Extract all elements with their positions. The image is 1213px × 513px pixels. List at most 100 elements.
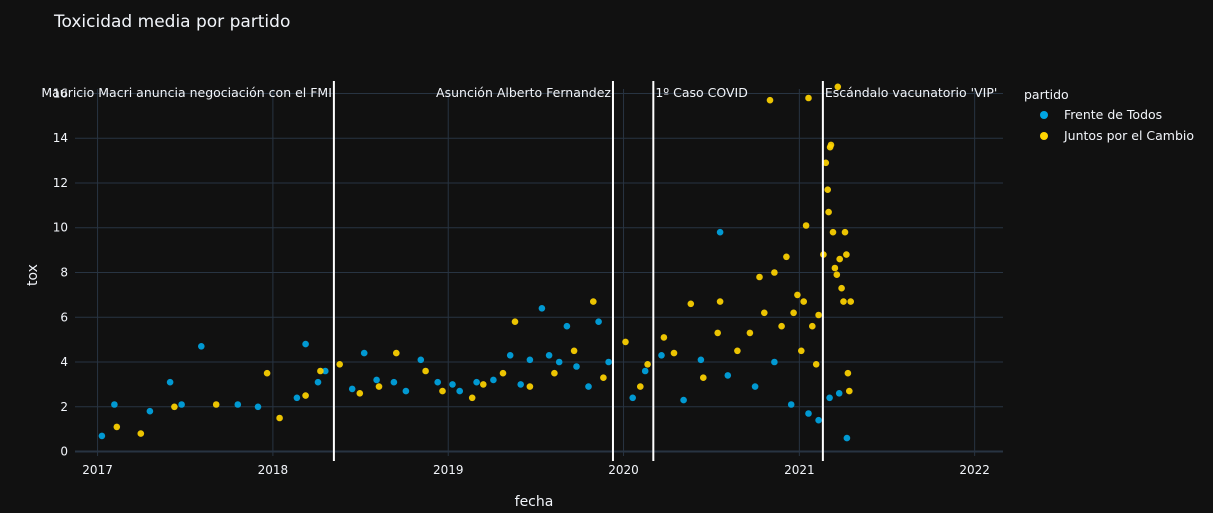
data-point — [826, 394, 833, 402]
data-point — [113, 423, 121, 431]
data-point — [146, 407, 154, 415]
data-point — [348, 385, 356, 393]
legend-label-frente-de-todos: Frente de Todos — [1064, 107, 1162, 122]
x-tick-label: 2022 — [959, 463, 990, 477]
data-point — [473, 378, 480, 386]
data-point — [824, 186, 831, 193]
data-point — [570, 347, 578, 355]
data-point — [422, 367, 429, 375]
data-point — [393, 349, 400, 357]
data-point — [538, 305, 546, 312]
data-point — [836, 255, 843, 263]
data-point — [734, 347, 741, 355]
data-point — [545, 352, 553, 359]
data-point — [809, 322, 816, 330]
y-tick-label: 4 — [60, 355, 68, 369]
data-point — [841, 228, 849, 236]
data-point — [171, 403, 178, 411]
data-point — [590, 298, 597, 305]
data-point — [629, 394, 636, 402]
data-point — [254, 403, 262, 411]
data-point — [517, 381, 524, 388]
data-point — [798, 347, 805, 355]
data-point — [637, 383, 644, 390]
data-point — [716, 228, 724, 236]
data-point — [761, 309, 768, 317]
legend-marker-frente-de-todos — [1040, 111, 1048, 119]
data-point — [595, 318, 602, 326]
data-point — [234, 401, 242, 408]
data-point — [771, 269, 778, 276]
data-point — [198, 343, 205, 350]
data-point — [843, 251, 850, 258]
data-point — [375, 383, 383, 390]
x-tick-label: 2019 — [433, 463, 464, 477]
data-point — [605, 358, 612, 366]
event-label: 1º Caso COVID — [655, 85, 748, 100]
data-point — [293, 394, 301, 402]
data-point — [805, 410, 812, 417]
event-label: Mauricio Macri anuncia negociación con e… — [41, 85, 332, 100]
data-point — [644, 361, 651, 368]
data-point — [680, 396, 687, 404]
data-point — [827, 141, 835, 149]
data-point — [111, 401, 118, 408]
data-point — [468, 394, 476, 402]
data-point — [838, 284, 845, 292]
grid — [75, 89, 1003, 456]
data-point — [766, 96, 774, 104]
data-point — [439, 387, 446, 395]
data-point — [700, 374, 707, 382]
data-point — [573, 363, 580, 370]
data-point — [790, 309, 797, 317]
data-point — [714, 329, 721, 337]
chart-title: Toxicidad media por partido — [53, 12, 290, 32]
event-label: Asunción Alberto Fernandez — [436, 85, 611, 100]
data-point — [137, 430, 145, 437]
data-point — [716, 298, 724, 305]
x-axis-title: fecha — [515, 494, 554, 510]
data-point — [687, 300, 695, 308]
data-point — [506, 352, 514, 359]
x-tick-label: 2021 — [784, 463, 815, 477]
data-point — [840, 298, 847, 305]
data-point — [800, 298, 807, 305]
y-tick-label: 6 — [60, 310, 68, 324]
data-point — [697, 356, 705, 364]
data-point — [360, 349, 368, 357]
data-point — [276, 414, 283, 422]
data-point — [815, 416, 822, 424]
y-tick-label: 2 — [60, 400, 68, 414]
data-point — [825, 208, 832, 216]
legend: partido Frente de Todos Juntos por el Ca… — [1024, 87, 1194, 143]
event-lines: Mauricio Macri anuncia negociación con e… — [41, 81, 997, 461]
data-point — [356, 390, 364, 397]
data-point — [829, 228, 837, 236]
data-point — [402, 387, 410, 395]
data-point — [833, 271, 841, 279]
data-point — [373, 376, 380, 384]
data-point — [822, 159, 830, 167]
data-point — [526, 356, 534, 364]
data-point — [751, 383, 759, 390]
data-point — [302, 340, 309, 348]
data-point — [815, 311, 822, 319]
data-point — [434, 378, 442, 386]
legend-item-juntos-por-el-cambio[interactable]: Juntos por el Cambio — [1040, 128, 1194, 143]
legend-title: partido — [1024, 87, 1069, 102]
data-point — [670, 349, 678, 357]
data-point — [98, 432, 106, 440]
y-tick-label: 12 — [53, 176, 68, 190]
data-point — [317, 367, 324, 375]
data-point — [660, 334, 668, 341]
x-tick-label: 2018 — [258, 463, 289, 477]
data-point — [417, 356, 425, 364]
data-point — [456, 387, 464, 395]
data-point — [511, 318, 519, 326]
data-point — [585, 383, 592, 390]
data-point — [771, 358, 778, 366]
data-point — [314, 378, 322, 386]
legend-item-frente-de-todos[interactable]: Frente de Todos — [1040, 107, 1162, 122]
